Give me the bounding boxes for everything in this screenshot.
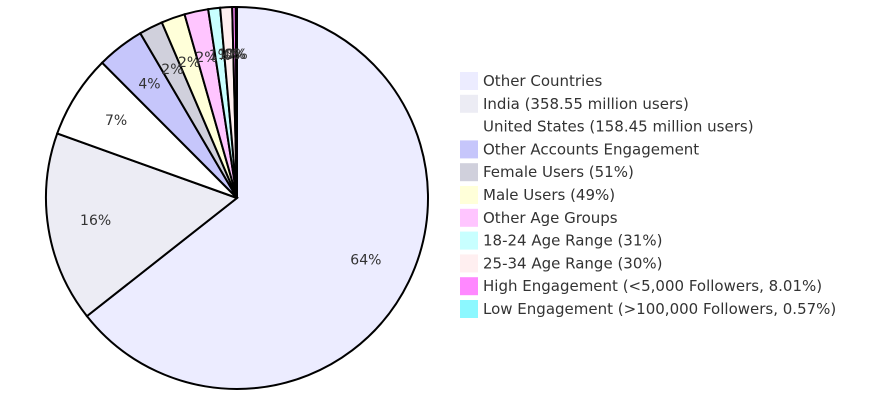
slice-percent-label: 2% [178, 55, 200, 71]
legend-label: 18-24 Age Range (31%) [483, 232, 663, 250]
legend-swatch [460, 140, 478, 159]
legend-swatch [460, 94, 478, 113]
legend-label: Low Engagement (>100,000 Followers, 0.57… [483, 300, 836, 318]
slice-percent-label: 1% [209, 48, 231, 64]
legend-label: Other Age Groups [483, 209, 618, 227]
pie-slices [45, 5, 429, 390]
legend-label: United States (158.45 million users) [483, 118, 754, 136]
legend-label: Other Accounts Engagement [483, 140, 699, 158]
slice-percent-label: 2% [161, 62, 183, 78]
legend-swatch [460, 208, 478, 227]
slice-percent-label: 0% [225, 47, 247, 63]
slice-percent-label: 16% [80, 213, 111, 229]
slice-percent-label: 64% [350, 253, 381, 269]
legend-swatch [460, 117, 478, 136]
slice-percent-label: 7% [105, 113, 127, 129]
pie-slice-1 [45, 132, 240, 318]
legend-swatch [460, 300, 478, 318]
slice-percent-label: 2% [195, 50, 217, 66]
legend-swatch [460, 277, 478, 296]
slice-percent-label: 0% [224, 47, 246, 63]
legend-label: Other Countries [483, 72, 602, 90]
legend: Other Countries India (358.55 million use… [460, 72, 836, 318]
legend-label: Female Users (51%) [483, 163, 634, 181]
pie-slice-10 [234, 5, 238, 199]
legend-label: India (358.55 million users) [483, 95, 689, 113]
pie-labels: 64%16%7%4%2%2%2%1%1%0%0% [80, 47, 381, 269]
slice-percent-label: 4% [138, 77, 160, 93]
legend-swatch [460, 186, 478, 204]
pie-slice-0 [85, 5, 429, 390]
legend-label: High Engagement (<5,000 Followers, 8.01%… [483, 277, 822, 295]
legend-swatch [460, 254, 478, 273]
legend-label: 25-34 Age Range (30%) [483, 254, 663, 272]
legend-swatch [460, 163, 478, 182]
legend-swatch [460, 231, 478, 250]
slice-percent-label: 1% [218, 47, 240, 63]
legend-swatch [460, 72, 478, 90]
legend-label: Male Users (49%) [483, 186, 615, 204]
